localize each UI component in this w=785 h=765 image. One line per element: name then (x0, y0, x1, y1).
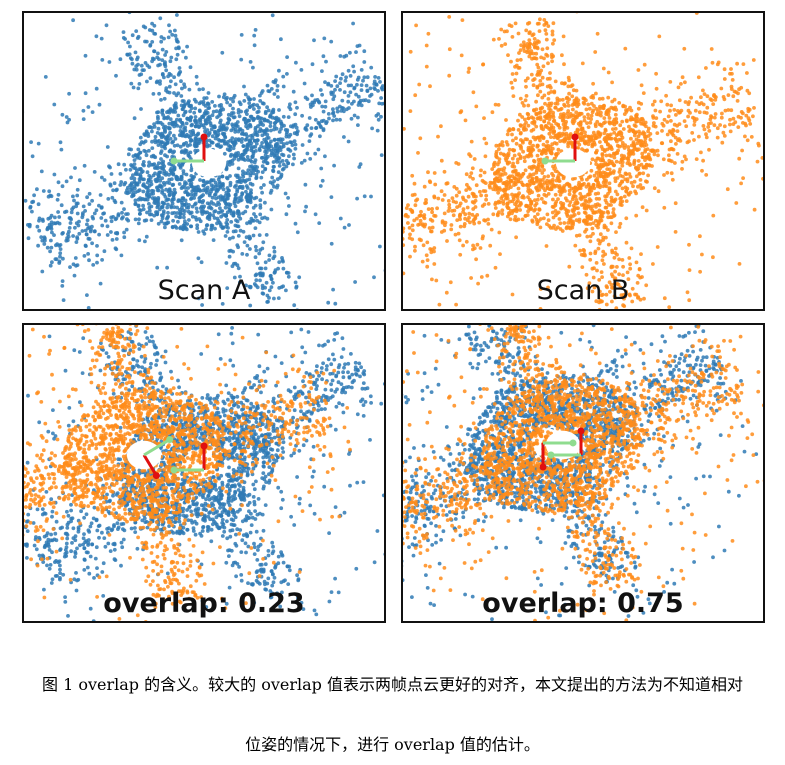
panel-scan-b: Scan B (401, 11, 765, 311)
panel-label-overlap-high: overlap: 0.75 (482, 588, 684, 619)
panel-scan-a: Scan A (22, 11, 386, 311)
point-cloud-scan-b (403, 13, 763, 309)
panel-overlap-low: overlap: 0.23 (22, 323, 386, 623)
figure-caption-line-2: 位姿的情况下，进行 overlap 值的估计。 (245, 735, 540, 754)
panel-label-scan-b: Scan B (536, 275, 630, 306)
figure-caption-line-1: 图 1 overlap 的含义。较大的 overlap 值表示两帧点云更好的对齐… (42, 675, 743, 694)
panel-label-scan-a: Scan A (157, 275, 251, 306)
point-cloud-scan-a (24, 13, 384, 309)
panel-label-overlap-low: overlap: 0.23 (103, 588, 305, 619)
point-cloud-overlap-low (24, 325, 384, 621)
panel-overlap-high: overlap: 0.75 (401, 323, 765, 623)
point-cloud-overlap-high (403, 325, 763, 621)
